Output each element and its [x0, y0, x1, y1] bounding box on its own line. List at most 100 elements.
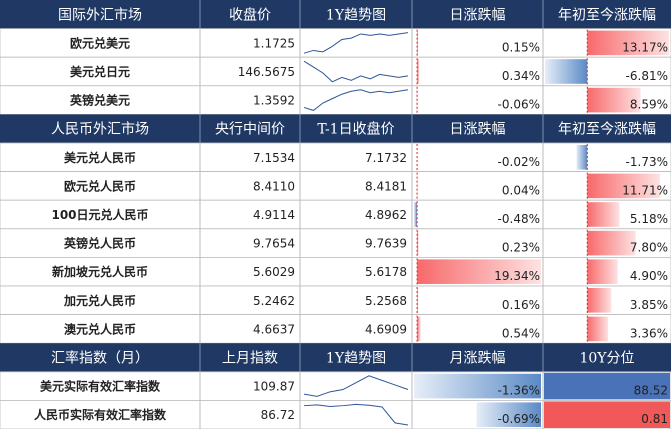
row-name: 美元实际有效汇率指数 [40, 379, 161, 394]
value-cell: 1.1725 [253, 36, 295, 50]
header-row [0, 114, 671, 143]
header-cell: 月涨跌幅 [450, 351, 506, 367]
data-bar [587, 259, 618, 284]
row-name: 美元兑人民币 [64, 150, 136, 165]
data-bar [576, 145, 588, 170]
table-row [0, 285, 671, 316]
value-cell: 4.6637 [253, 322, 295, 336]
sparkline [303, 60, 409, 83]
header-cell: 1Y趋势图 [326, 7, 386, 23]
header-row [0, 343, 671, 372]
value-cell: 5.6178 [365, 265, 407, 279]
change-label: 0.15% [502, 40, 540, 54]
change-label: 3.36% [630, 326, 668, 340]
percentile-cell [544, 372, 670, 400]
change-label: 0.16% [502, 298, 540, 312]
change-label: 0.04% [502, 183, 540, 197]
row-name: 美元兑日元 [70, 64, 130, 79]
table-row [0, 314, 671, 344]
change-label: 13.17% [622, 40, 668, 54]
header-cell: 年初至今涨跌幅 [558, 6, 656, 23]
table-row [0, 85, 671, 115]
change-label: -0.48% [498, 212, 540, 226]
row-name: 新加坡元兑人民币 [52, 264, 148, 279]
change-label: 8.59% [630, 98, 668, 112]
header-cell: T-1日收盘价 [317, 121, 394, 138]
value-cell: 7.1732 [365, 151, 407, 165]
value-cell: 4.9114 [253, 208, 295, 222]
data-bar [417, 259, 541, 284]
value-cell: 5.2462 [253, 294, 295, 308]
value-cell: 5.2568 [365, 294, 407, 308]
percentile-cell [544, 401, 670, 428]
header-row [0, 0, 671, 29]
data-bar [587, 173, 660, 199]
value-cell: 7.1534 [253, 151, 295, 165]
data-bar [417, 288, 419, 313]
header-cell: 日涨跌幅 [450, 122, 506, 138]
header-cell: 10Y分位 [579, 351, 634, 367]
sparkline [303, 32, 409, 54]
row-name: 100日元兑人民币 [51, 207, 148, 222]
sparkline [303, 89, 409, 111]
value-cell: 109.87 [253, 380, 295, 394]
data-bar [414, 373, 541, 399]
value-cell: 1.3592 [253, 94, 295, 108]
header-cell: 汇率指数（月） [51, 350, 149, 367]
value-cell: 8.4181 [365, 179, 407, 193]
percentile-label: 88.52 [634, 384, 668, 398]
value-cell: 5.6029 [253, 265, 295, 279]
row-name: 欧元兑人民币 [64, 178, 136, 193]
row-name: 加元兑人民币 [63, 293, 136, 308]
data-bar [414, 202, 418, 227]
table-row [0, 28, 671, 58]
row-name: 欧元兑美元 [70, 35, 130, 50]
data-bar [587, 202, 620, 227]
change-label: -6.81% [626, 69, 668, 83]
value-cell: 9.7639 [365, 237, 407, 251]
change-label: -1.36% [498, 384, 540, 398]
sparkline [303, 375, 409, 397]
header-cell: 国际外汇市场 [58, 6, 142, 23]
row-name: 澳元兑人民币 [64, 321, 136, 336]
change-label: -1.73% [626, 155, 668, 169]
data-bar [587, 87, 641, 113]
data-bar [545, 59, 588, 84]
data-bar [587, 30, 669, 56]
sparkline [303, 403, 409, 426]
table-row [0, 142, 671, 173]
header-cell: 日涨跌幅 [450, 7, 506, 23]
change-label: 0.34% [502, 69, 540, 83]
data-bar [587, 288, 612, 313]
value-cell: 146.5675 [238, 65, 295, 79]
row-name: 英镑兑人民币 [64, 236, 136, 251]
value-cell: 4.6909 [365, 322, 407, 336]
table-row [0, 228, 671, 258]
percentile-label: 0.81 [641, 412, 668, 426]
data-bar [417, 59, 420, 84]
data-bar [417, 230, 419, 256]
table-row [0, 199, 671, 230]
header-cell: 1Y趋势图 [326, 351, 386, 367]
change-label: 7.80% [630, 241, 668, 255]
value-cell: 86.72 [261, 408, 295, 422]
change-label: -0.02% [498, 155, 540, 169]
value-cell: 9.7654 [253, 237, 295, 251]
data-bar [417, 316, 421, 342]
header-cell: 年初至今涨跌幅 [558, 121, 656, 138]
change-label: 19.34% [494, 269, 540, 283]
row-name: 人民币实际有效汇率指数 [34, 407, 167, 422]
change-label: 0.54% [502, 326, 540, 340]
change-label: 5.18% [630, 212, 668, 226]
change-label: -0.69% [498, 412, 540, 426]
data-bar [476, 402, 541, 427]
value-cell: 8.4110 [253, 179, 295, 193]
change-label: 4.90% [630, 269, 668, 283]
change-label: -0.06% [498, 98, 540, 112]
header-cell: 上月指数 [222, 351, 278, 367]
header-cell: 人民币外汇市场 [51, 121, 149, 138]
header-cell: 收盘价 [229, 6, 271, 23]
change-label: 3.85% [630, 298, 668, 312]
change-label: 0.23% [502, 241, 540, 255]
